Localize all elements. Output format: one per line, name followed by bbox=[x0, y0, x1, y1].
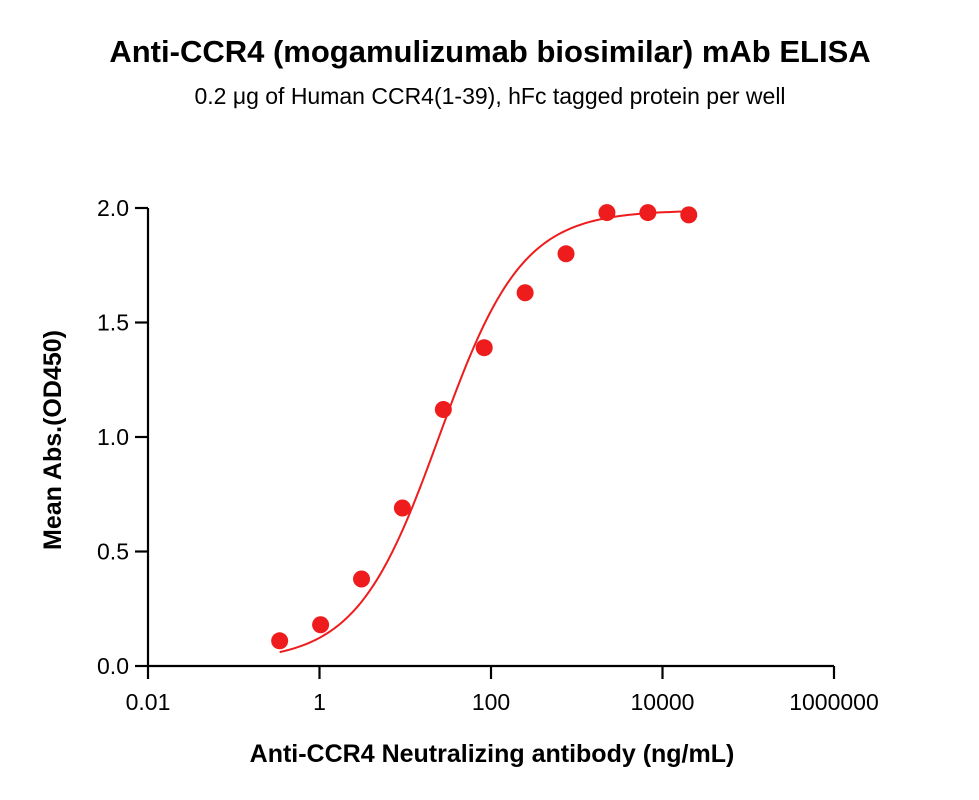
data-point bbox=[516, 284, 534, 302]
x-tick-label: 100 bbox=[472, 689, 510, 715]
x-tick-label: 1 bbox=[313, 689, 326, 715]
chart-subtitle: 0.2 μg of Human CCR4(1-39), hFc tagged p… bbox=[194, 83, 785, 109]
y-tick-label: 1.0 bbox=[97, 424, 129, 450]
data-point bbox=[639, 204, 657, 222]
data-point bbox=[680, 206, 698, 224]
fit-curve bbox=[279, 210, 689, 654]
ticks: 0.0 0.5 1.0 1.5 2.0 0.01 1 100 10000 1000000 bbox=[97, 195, 879, 715]
data-point bbox=[353, 570, 371, 588]
y-tick-label: 2.0 bbox=[97, 195, 129, 221]
y-tick-label: 1.5 bbox=[97, 310, 129, 336]
axes bbox=[146, 208, 834, 668]
fit-curve-layer bbox=[279, 210, 689, 654]
data-points bbox=[271, 204, 698, 650]
data-point bbox=[312, 616, 330, 634]
data-point bbox=[475, 339, 493, 357]
x-tick-label: 10000 bbox=[631, 689, 695, 715]
data-point bbox=[393, 499, 411, 517]
x-axis-label: Anti-CCR4 Neutralizing antibody (ng/mL) bbox=[250, 740, 735, 768]
y-tick-label: 0.5 bbox=[97, 539, 129, 565]
data-point bbox=[557, 245, 575, 263]
data-point bbox=[434, 401, 452, 419]
chart-title: Anti-CCR4 (mogamulizumab biosimilar) mAb… bbox=[109, 34, 870, 69]
data-point bbox=[271, 632, 289, 650]
y-axis-label: Mean Abs.(OD450) bbox=[39, 330, 67, 550]
x-tick-label: 1000000 bbox=[789, 689, 879, 715]
x-tick-label: 0.01 bbox=[126, 689, 171, 715]
y-tick-label: 0.0 bbox=[97, 653, 129, 679]
data-point bbox=[598, 204, 616, 222]
